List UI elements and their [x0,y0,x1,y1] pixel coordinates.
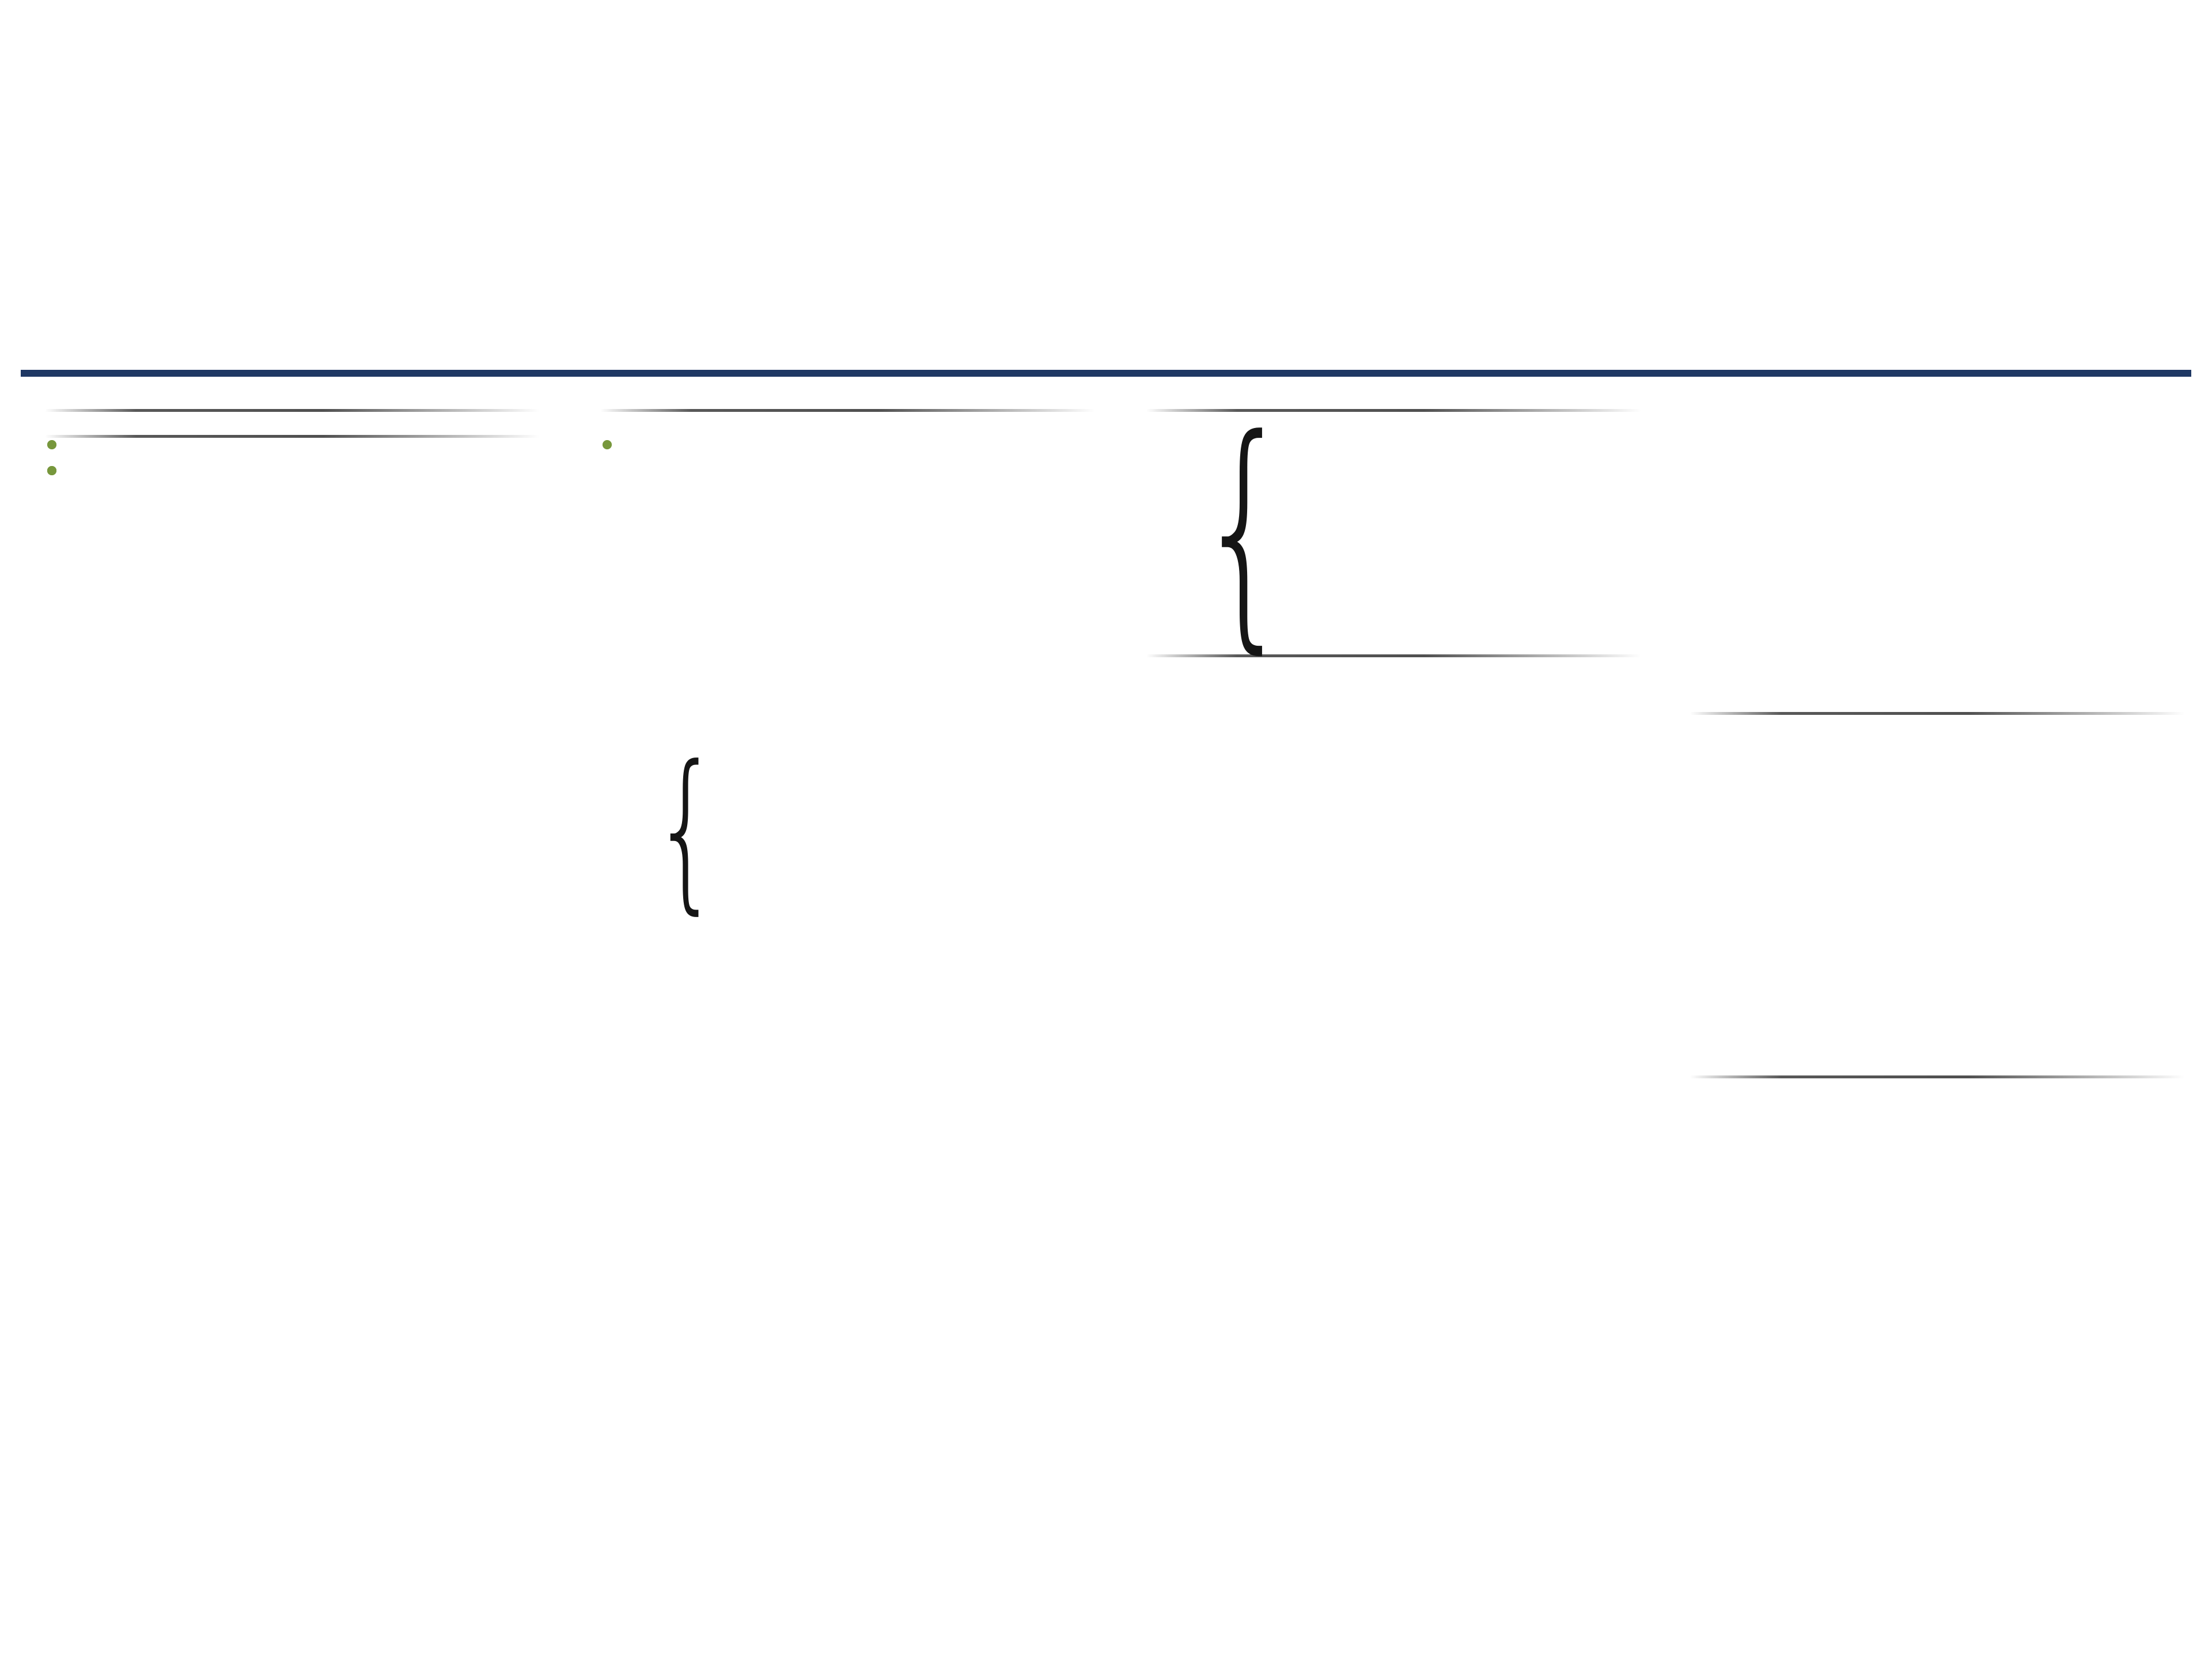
section-divider [1690,712,2195,715]
figure3-curvature-line-chart [613,912,1092,1269]
figure-2 [597,429,1108,744]
section-divider [1146,654,1651,657]
system-brace: { [1195,387,1294,675]
column-hypersurfaces: { [1143,403,1654,942]
toy-solutions-system: { [631,728,1108,930]
figure5-perturb-scatter-plot [1687,403,1938,691]
figure5-pca-scatter-plot [1947,403,2198,691]
system-brace: { [652,728,721,930]
figure1-3d-scatter-plot [44,455,551,801]
figure2-stem-plot [599,429,1106,734]
section-divider [45,409,550,412]
figure4-coef-scatter-plot [1403,675,1654,922]
figure-6 [1687,732,2198,1064]
theorem-solutions-system: { [1166,387,1654,675]
figure6-noise-line-chart [1700,732,2184,1055]
header-divider [21,370,2191,377]
column-abstract-introduction [41,403,553,820]
section-divider [45,435,550,438]
column-toy-problem: { [597,403,1108,1289]
section-divider [600,409,1105,412]
poster-title [0,24,2212,93]
section-divider [1690,1075,2195,1078]
figure-3 [597,912,1108,1278]
poster-header [0,0,2212,108]
column-noise-references [1687,403,2198,1106]
section-divider [1146,409,1651,412]
figure-4-plots [1143,675,1654,922]
figure4-singular-values-plot [1143,675,1394,922]
figure-5-plots [1687,403,2198,691]
conference-wheel-logo [1896,8,2196,328]
figure-1 [41,455,553,810]
